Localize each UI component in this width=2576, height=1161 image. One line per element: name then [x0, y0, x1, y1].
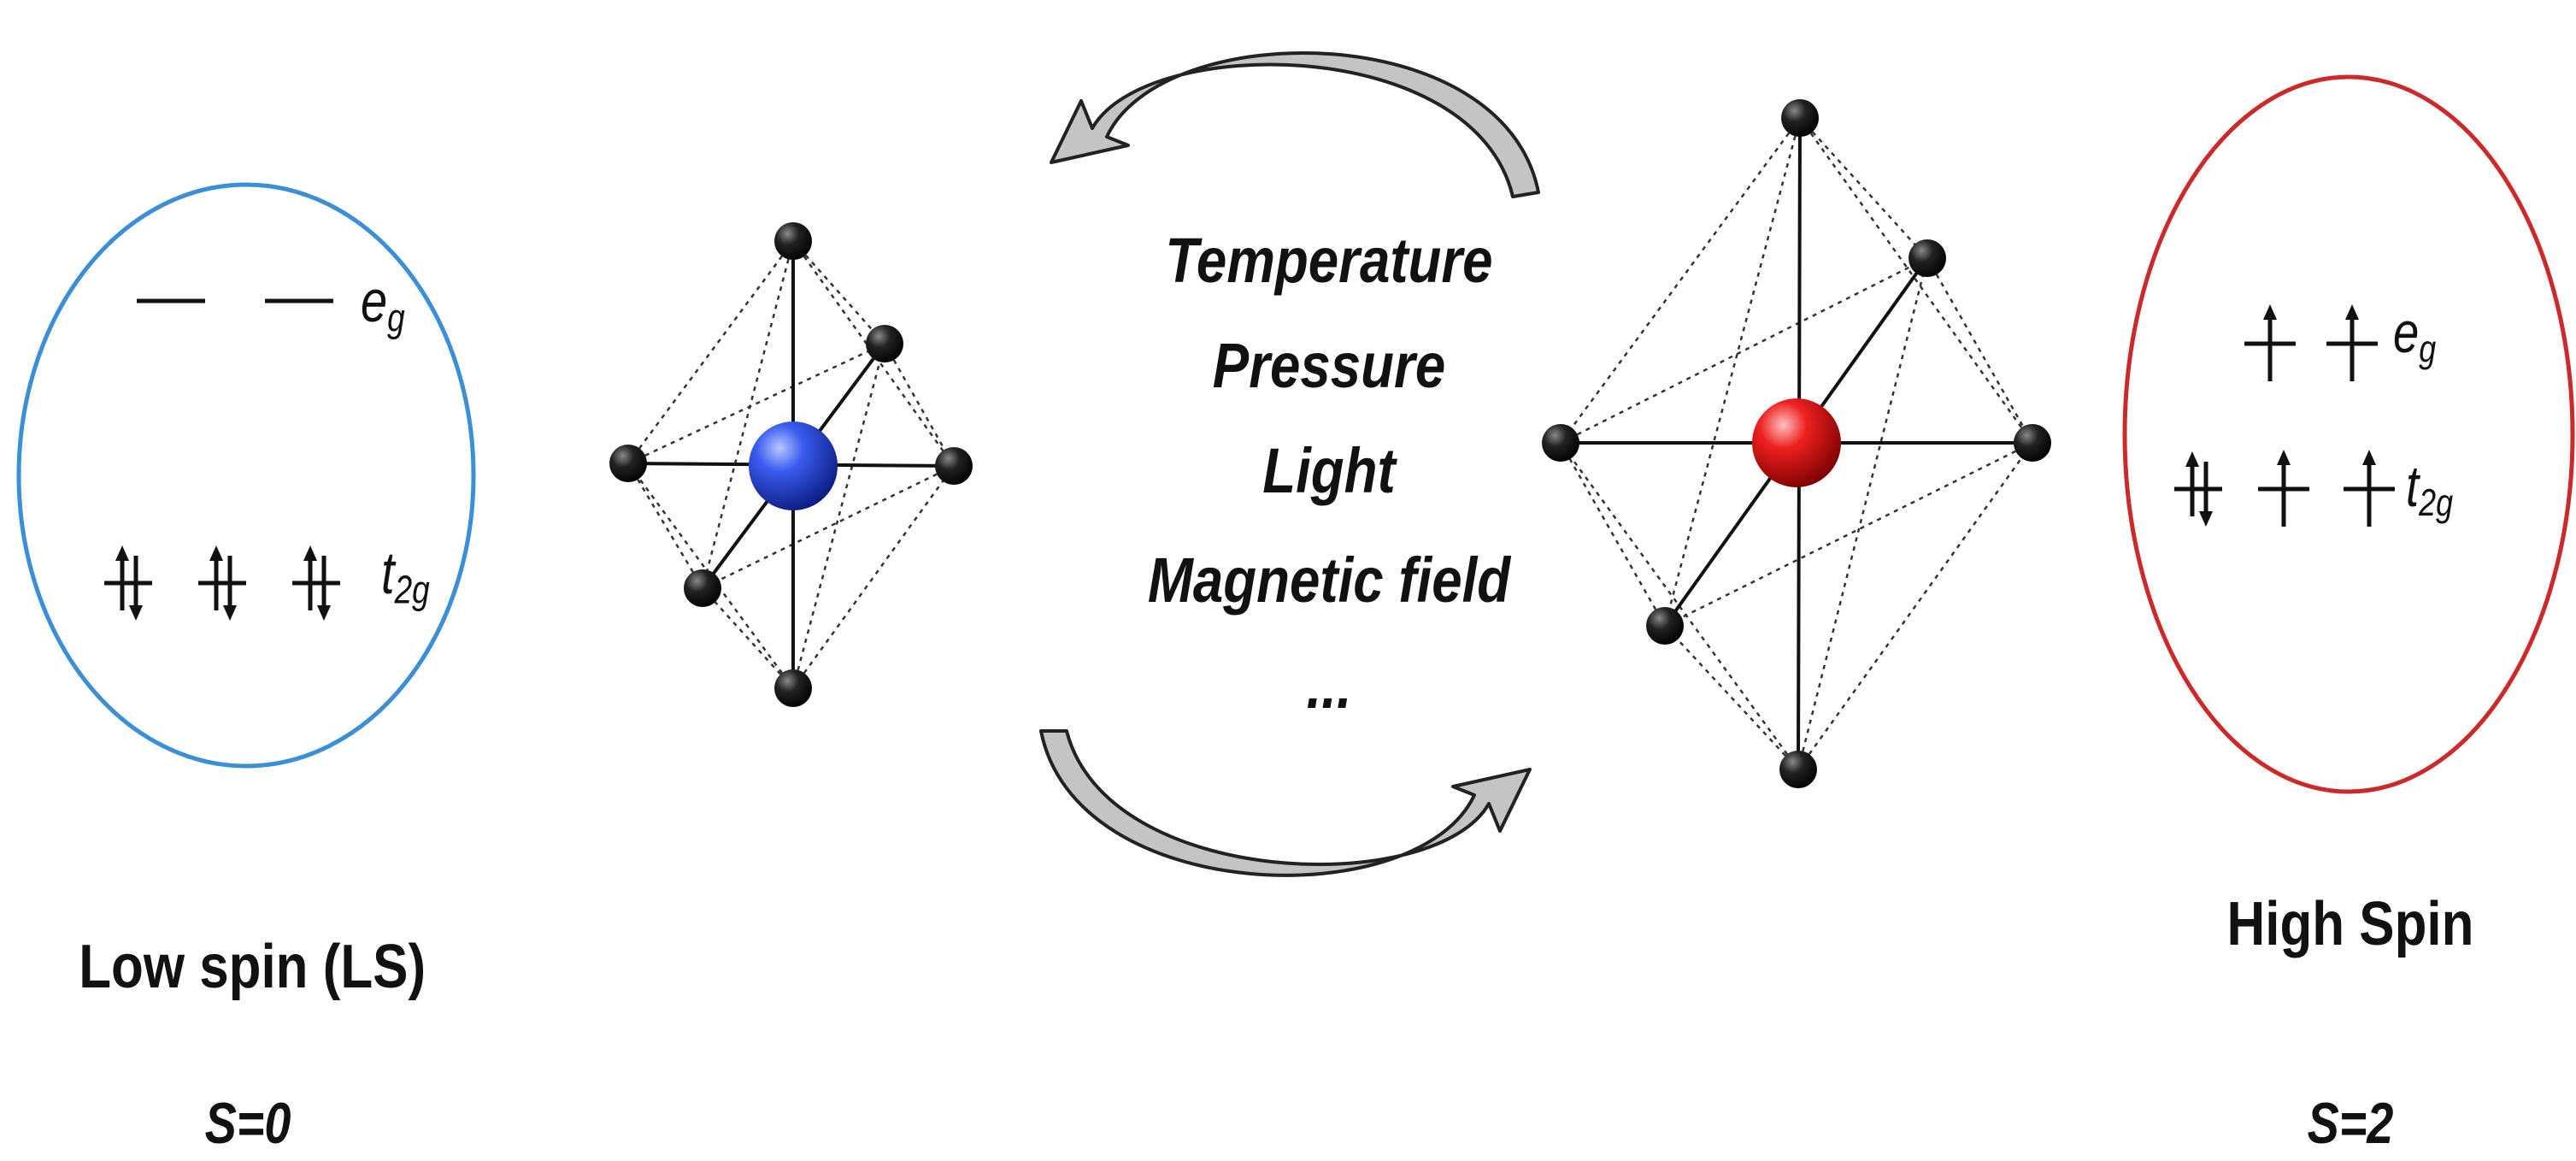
conversion-arrows	[1039, 51, 1540, 877]
ls-ligand-bottom	[774, 669, 812, 707]
hs-ligand-bottom	[1779, 751, 1817, 788]
low-spin-orbital-diagram	[104, 298, 340, 621]
hs-t2g-orbital-2	[2258, 450, 2309, 527]
hs-ligand-back-right	[1908, 239, 1946, 277]
low-spin-octahedron	[609, 222, 973, 707]
stimulus-temperature: Temperature	[1165, 225, 1493, 296]
low-spin-label: Low spin (LS)	[79, 933, 426, 1001]
ls-t2g-label: t2g	[381, 539, 430, 612]
stimulus-pressure: Pressure	[1212, 330, 1446, 401]
hs-t2g-orbital-3	[2344, 450, 2395, 527]
high-spin-s-value: S=2	[2307, 1091, 2394, 1156]
hs-eg-orbital-2	[2326, 304, 2378, 381]
hs-ligand-right	[2014, 424, 2051, 462]
ls-ligand-top	[774, 222, 812, 260]
ls-t2g-orbital-3	[292, 545, 340, 621]
hs-metal-center	[1752, 398, 1841, 487]
hs-ligand-left	[1542, 424, 1579, 462]
ls-ligand-front-left	[684, 569, 721, 607]
hs-t2g-label: t2g	[2406, 454, 2454, 525]
high-spin-label: High Spin	[2226, 890, 2474, 958]
high-spin-ring	[2122, 74, 2575, 794]
high-spin-octahedron	[1542, 99, 2051, 788]
hs-eg-label: eg	[2393, 300, 2437, 371]
low-spin-s-value: S=0	[204, 1091, 291, 1156]
stimulus-light: Light	[1262, 435, 1396, 506]
hs-ligand-front-left	[1646, 607, 1684, 645]
hs-eg-orbital-1	[2244, 304, 2296, 381]
top-curved-arrow	[1050, 51, 1540, 198]
ls-ligand-back-right	[866, 325, 903, 362]
ls-ligand-left	[609, 445, 647, 482]
bottom-curved-arrow	[1039, 729, 1532, 877]
low-spin-ring	[16, 182, 476, 769]
stimulus-magnetic-field: Magnetic field	[1147, 545, 1511, 616]
ls-ligand-right	[935, 447, 973, 485]
ls-t2g-orbital-1	[104, 545, 152, 621]
hs-ligand-top	[1781, 99, 1819, 137]
ls-t2g-orbital-2	[198, 545, 246, 621]
stimulus-ellipsis: ...	[1306, 651, 1352, 722]
ls-eg-label: eg	[361, 268, 405, 340]
ls-metal-center	[749, 421, 838, 510]
hs-t2g-orbital-1	[2174, 451, 2222, 527]
high-spin-orbital-diagram	[2174, 304, 2395, 527]
